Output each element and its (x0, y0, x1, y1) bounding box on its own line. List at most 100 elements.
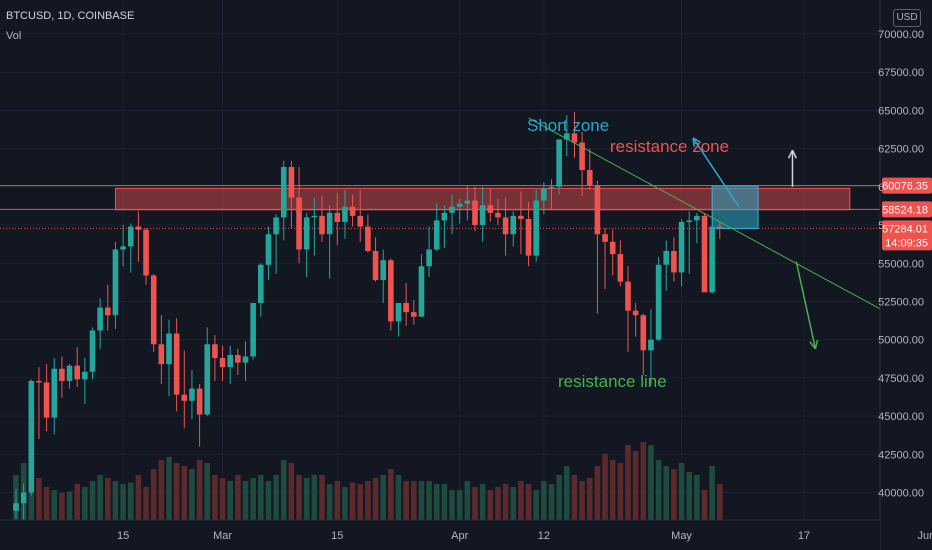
volume-bar (59, 493, 65, 520)
volume-legend: Vol (6, 30, 22, 42)
volume-bar (135, 475, 142, 520)
price-tick-label: 65000.00 (878, 105, 924, 117)
candle-body (472, 200, 478, 226)
volume-bar (250, 478, 256, 520)
volume-bar (449, 490, 455, 520)
candle-body (449, 206, 455, 213)
candle-body (28, 380, 35, 493)
volume-bar (464, 481, 471, 520)
candle-body (127, 226, 134, 247)
candle-body (20, 492, 27, 504)
candle-body (288, 166, 295, 198)
candle-body (235, 354, 241, 363)
volume-bar (686, 472, 692, 520)
price-tick-label: 50000.00 (878, 335, 924, 347)
candle-body (625, 281, 631, 311)
volume-bar (640, 442, 647, 520)
volume-bar (242, 481, 249, 520)
candle-body (487, 205, 494, 213)
volume-bar (158, 460, 165, 520)
candle-body (671, 251, 677, 273)
short-zone-arrow (692, 137, 740, 208)
volume-bar (502, 484, 509, 520)
candle-body (510, 215, 517, 235)
volume-bar (311, 475, 318, 520)
price-tick-label: 55000.00 (878, 258, 924, 270)
candle-body (709, 226, 715, 293)
volume-bar (372, 478, 379, 520)
volume-bar (349, 482, 356, 520)
volume-bar (219, 478, 226, 520)
price-level-label: 57284.01 (882, 223, 928, 235)
candle-body (388, 260, 394, 322)
volume-bar (510, 487, 517, 520)
short-zone-arrow-head (692, 137, 696, 147)
resistance-line-label: resistance line (558, 372, 667, 391)
volume-bar (709, 466, 715, 520)
volume-bar (586, 478, 593, 520)
candles (13, 111, 723, 546)
resistance-zone-arrow-head (787, 149, 794, 159)
price-level-label: 58524.18 (882, 204, 928, 216)
candle-body (495, 212, 501, 218)
symbol-label[interactable]: BTCUSD, 1D, COINBASE (6, 10, 135, 22)
candle-body (189, 388, 195, 401)
price-level-badge (882, 220, 932, 251)
volume-bar (571, 475, 578, 520)
volume-bar (441, 484, 448, 520)
time-axis-background (0, 520, 880, 550)
volume-bar (426, 481, 432, 520)
volume-bar (97, 475, 103, 520)
candle-body (97, 307, 103, 331)
candle-body (479, 205, 486, 226)
volume-bar (678, 463, 685, 520)
volume-bar (227, 481, 233, 520)
price-tick-label: 45000.00 (878, 411, 924, 423)
volume-bar (456, 490, 463, 520)
volume-bars (13, 442, 723, 520)
resistance-line-arrow (795, 261, 817, 349)
candle-body (594, 185, 601, 235)
volume-bar (296, 475, 302, 520)
candle-body (426, 249, 432, 267)
candle-body (701, 215, 708, 293)
volume-bar (479, 484, 486, 520)
candle-body (632, 310, 639, 316)
candle-body (120, 246, 126, 250)
price-level-badge (882, 201, 932, 218)
candle-body (334, 212, 341, 222)
volume-bar (319, 475, 325, 520)
candle-body (717, 226, 723, 229)
volume-bar (334, 481, 341, 520)
volume-bar (265, 481, 272, 520)
price-level-badge (882, 177, 932, 194)
candle-body (212, 344, 218, 359)
volume-bar (189, 469, 195, 520)
candle-body (181, 394, 188, 401)
candle-body (74, 365, 80, 380)
volume-bar (602, 454, 608, 520)
volume-bar (181, 466, 188, 520)
candle-body (502, 217, 509, 235)
time-tick-label: May (671, 530, 692, 542)
volume-bar (89, 481, 96, 520)
candle-body (365, 226, 371, 252)
price-tick-label: 62500.00 (878, 144, 924, 156)
volume-bar (365, 481, 371, 520)
candle-body (640, 315, 647, 351)
volume-bar (495, 487, 501, 520)
grid-lines (0, 0, 927, 520)
drawing-zones (0, 185, 880, 229)
candle-body (273, 217, 279, 235)
candle-body (609, 241, 616, 255)
volume-bar (418, 481, 425, 520)
currency-button[interactable]: USD (893, 9, 921, 27)
candle-body (296, 197, 302, 250)
candle-body (411, 312, 417, 317)
volume-bar (655, 460, 662, 520)
volume-bar (357, 484, 364, 520)
volume-bar (617, 463, 624, 520)
price-axis: 70000.0067500.0065000.0062500.0060000.00… (878, 0, 932, 550)
